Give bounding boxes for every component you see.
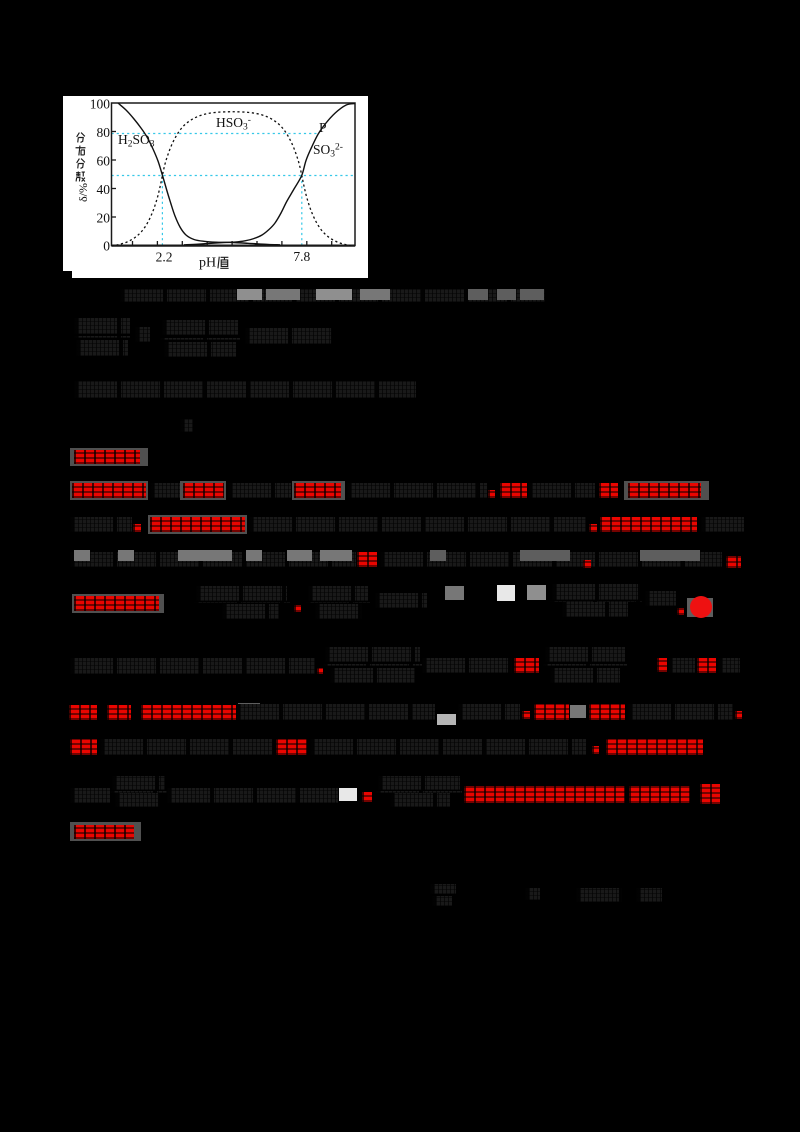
svg-text:7.8: 7.8 [293, 249, 310, 264]
svg-text:100: 100 [90, 97, 111, 112]
svg-text:60: 60 [97, 154, 111, 169]
svg-text:2.2: 2.2 [156, 250, 173, 265]
svg-text:pH: pH [199, 256, 216, 271]
svg-text:20: 20 [97, 211, 111, 226]
svg-text:40: 40 [97, 182, 111, 197]
svg-text:δ/%: δ/% [76, 183, 90, 202]
svg-text:H2SO3: H2SO3 [118, 132, 155, 150]
svg-text:HSO3-: HSO3- [216, 115, 251, 133]
svg-text:80: 80 [97, 125, 111, 140]
svg-text:0: 0 [103, 239, 110, 254]
svg-text:P: P [319, 120, 327, 135]
